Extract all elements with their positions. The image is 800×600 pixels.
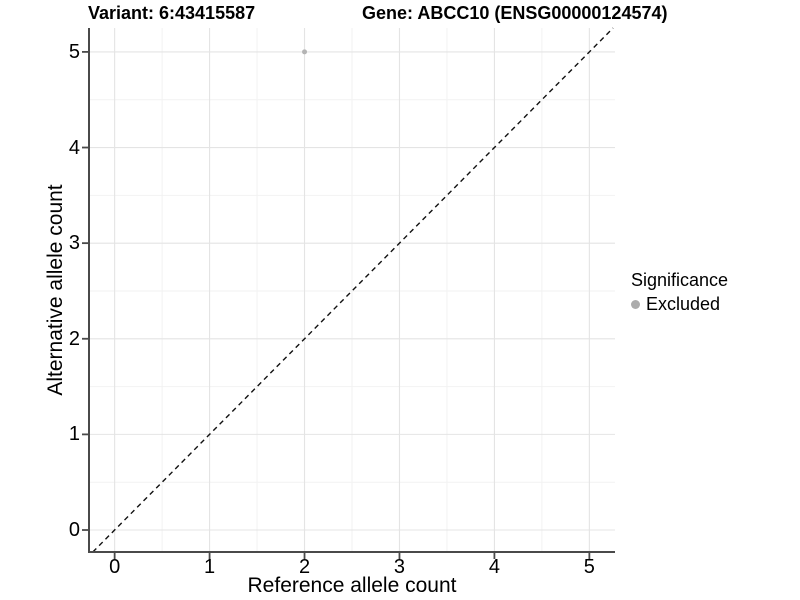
data-point	[302, 49, 308, 55]
variant-title: Variant: 6:43415587	[88, 3, 256, 23]
legend-entry: Excluded	[631, 294, 728, 314]
x-tick-label: 0	[109, 556, 121, 578]
identity-dashed-line	[92, 27, 614, 553]
legend-title: Significance	[631, 270, 729, 290]
y-axis-title: Alternative allele count	[44, 184, 67, 396]
x-tick-label: 2	[298, 556, 311, 578]
x-tick-label: 1	[204, 556, 216, 578]
legend-entries: Excluded	[631, 294, 728, 314]
x-tick-label: 3	[393, 556, 406, 578]
x-axis-title: Reference allele count	[247, 574, 457, 597]
x-tick-label: 5	[583, 556, 595, 578]
y-tick-label: 5	[68, 40, 80, 63]
legend-entry-label: Excluded	[646, 294, 721, 314]
gene-title: Gene: ABCC10 (ENSG00000124574)	[362, 3, 668, 23]
y-tick-label: 0	[68, 519, 80, 541]
x-tick-label: 4	[488, 556, 500, 578]
y-tick-label: 4	[68, 136, 80, 159]
y-tick-label: 2	[68, 327, 80, 350]
legend-point-icon	[631, 299, 640, 309]
legend: Significance Excluded	[631, 269, 728, 314]
y-tick-label: 1	[68, 423, 80, 446]
y-tick-label: 3	[68, 232, 80, 255]
